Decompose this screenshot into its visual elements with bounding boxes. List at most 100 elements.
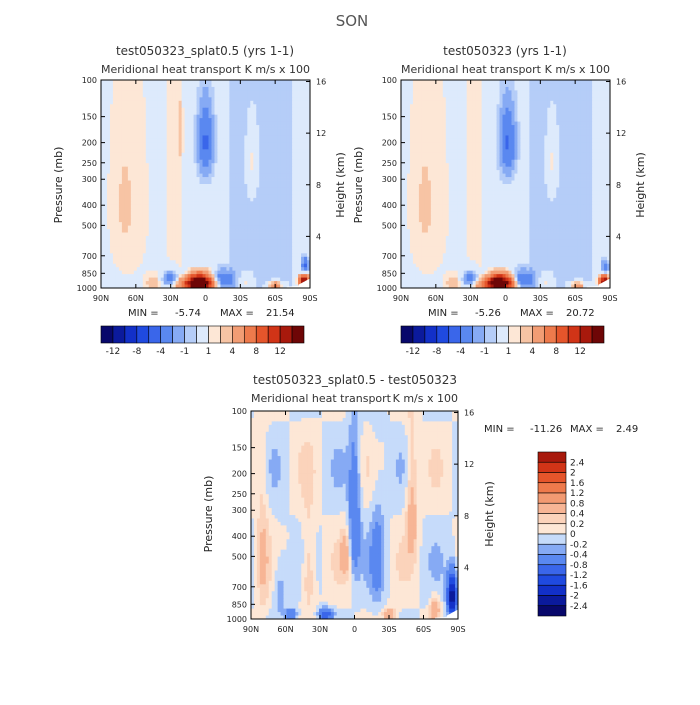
contour-cell: [206, 201, 209, 205]
contour-cell: [211, 101, 214, 105]
contour-cell: [280, 101, 283, 105]
contour-cell: [277, 97, 280, 101]
contour-cell: [137, 212, 140, 216]
contour-cell: [179, 243, 182, 247]
contour-cell: [170, 191, 173, 195]
contour-cell: [185, 267, 188, 271]
contour-cell: [170, 257, 173, 261]
contour-cell: [203, 236, 206, 240]
contour-cell: [194, 129, 197, 133]
contour-cell: [194, 97, 197, 101]
contour-cell: [253, 212, 256, 216]
contour-cell: [110, 194, 113, 198]
contour-cell: [179, 146, 182, 150]
contour-cell: [241, 142, 244, 146]
contour-cell: [598, 80, 601, 84]
colorbar-swatch: [149, 326, 161, 343]
contour-cell: [452, 87, 455, 91]
contour-cell: [170, 236, 173, 240]
contour-cell: [244, 83, 247, 87]
contour-cell: [226, 219, 229, 223]
contour-cell: [211, 239, 214, 243]
contour-cell: [161, 260, 164, 264]
contour-cell: [286, 257, 289, 261]
contour-cell: [116, 94, 119, 98]
contour-cell: [223, 194, 226, 198]
contour-cell: [304, 135, 307, 139]
contour-cell: [101, 111, 104, 115]
contour-cell: [268, 257, 271, 261]
contour-cell: [128, 108, 131, 112]
contour-cell: [167, 194, 170, 198]
contour-cell: [200, 246, 203, 250]
contour-cell: [143, 215, 146, 219]
contour-cell: [241, 226, 244, 230]
contour-cell: [185, 229, 188, 233]
contour-cell: [244, 149, 247, 153]
contour-cell: [220, 111, 223, 115]
contour-cell: [116, 250, 119, 254]
contour-cell: [170, 184, 173, 188]
contour-cell: [176, 163, 179, 167]
contour-cell: [232, 122, 235, 126]
contour-cell: [217, 108, 220, 112]
contour-cell: [125, 129, 128, 133]
contour-cell: [128, 101, 131, 105]
contour-cell: [226, 253, 229, 257]
contour-cell: [229, 264, 232, 268]
contour-cell: [517, 97, 520, 101]
contour-cell: [161, 274, 164, 278]
contour-cell: [220, 198, 223, 202]
contour-cell: [401, 97, 404, 101]
contour-cell: [143, 90, 146, 94]
contour-cell: [274, 184, 277, 188]
contour-cell: [173, 101, 176, 105]
contour-cell: [149, 226, 152, 230]
contour-cell: [146, 83, 149, 87]
contour-cell: [208, 229, 211, 233]
contour-cell: [158, 191, 161, 195]
contour-cell: [200, 170, 203, 174]
contour-cell: [253, 125, 256, 129]
contour-cell: [286, 97, 289, 101]
contour-cell: [235, 129, 238, 133]
contour-cell: [167, 239, 170, 243]
contour-cell: [532, 90, 535, 94]
contour-cell: [547, 94, 550, 98]
contour-cell: [232, 246, 235, 250]
contour-cell: [250, 274, 253, 278]
contour-cell: [295, 208, 298, 212]
contour-cell: [203, 181, 206, 185]
contour-cell: [140, 177, 143, 181]
contour-cell: [467, 94, 470, 98]
contour-cell: [301, 250, 304, 254]
contour-cell: [262, 264, 265, 268]
contour-cell: [155, 108, 158, 112]
contour-cell: [274, 212, 277, 216]
contour-cell: [256, 219, 259, 223]
contour-cell: [158, 281, 161, 285]
contour-cell: [304, 83, 307, 87]
contour-cell: [143, 108, 146, 112]
contour-cell: [289, 139, 292, 143]
contour-cell: [473, 83, 476, 87]
contour-cell: [197, 101, 200, 105]
contour-cell: [244, 267, 247, 271]
contour-cell: [146, 177, 149, 181]
contour-cell: [194, 274, 197, 278]
contour-cell: [301, 135, 304, 139]
contour-cell: [268, 246, 271, 250]
contour-cell: [191, 271, 194, 275]
contour-cell: [220, 274, 223, 278]
contour-cell: [223, 264, 226, 268]
contour-cell: [235, 233, 238, 237]
contour-cell: [140, 146, 143, 150]
contour-cell: [274, 187, 277, 191]
contour-cell: [128, 115, 131, 119]
contour-cell: [170, 174, 173, 178]
contour-cell: [256, 83, 259, 87]
contour-cell: [185, 205, 188, 209]
contour-cell: [298, 239, 301, 243]
contour-cell: [244, 246, 247, 250]
